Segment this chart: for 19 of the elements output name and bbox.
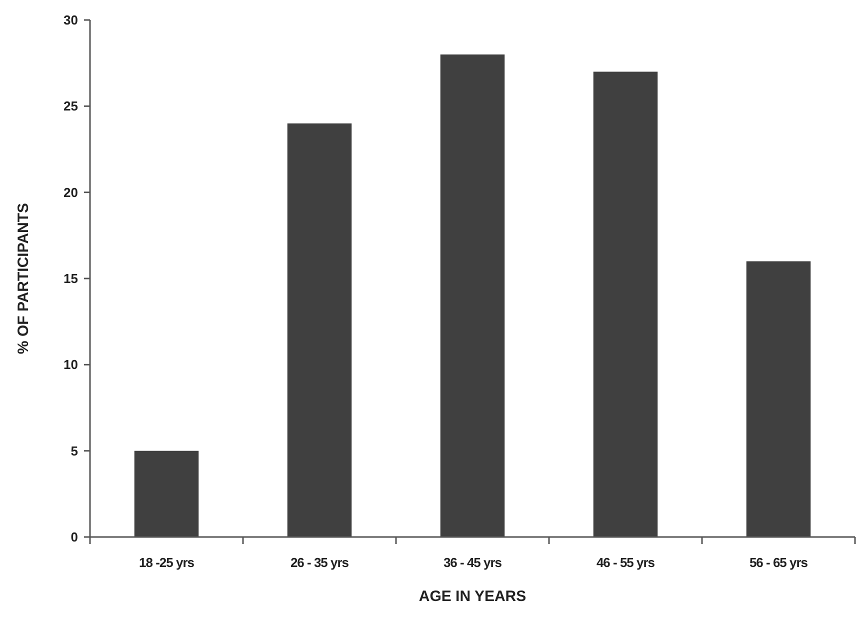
- bar: [746, 261, 811, 537]
- bar: [134, 450, 199, 537]
- y-tick-label: 5: [70, 443, 78, 458]
- bar: [440, 54, 505, 537]
- y-axis-title: % OF PARTICIPANTS: [15, 202, 32, 354]
- y-tick-label: 0: [70, 530, 78, 545]
- x-tick-label: 36 - 45 yrs: [443, 555, 502, 570]
- x-tick-label: 56 - 65 yrs: [749, 555, 808, 570]
- y-tick-label: 25: [64, 98, 78, 114]
- y-tick-label: 20: [64, 184, 78, 200]
- x-tick-label: 18 -25 yrs: [139, 555, 194, 570]
- bar: [593, 72, 658, 537]
- bar: [287, 123, 352, 537]
- x-tick-label: 46 - 55 yrs: [596, 555, 655, 570]
- x-tick-label: 26 - 35 yrs: [290, 555, 349, 570]
- y-tick-label: 10: [64, 357, 78, 372]
- y-tick-label: 15: [64, 271, 78, 286]
- y-tick-label: 30: [64, 12, 78, 28]
- x-axis-title: AGE IN YEARS: [418, 588, 526, 605]
